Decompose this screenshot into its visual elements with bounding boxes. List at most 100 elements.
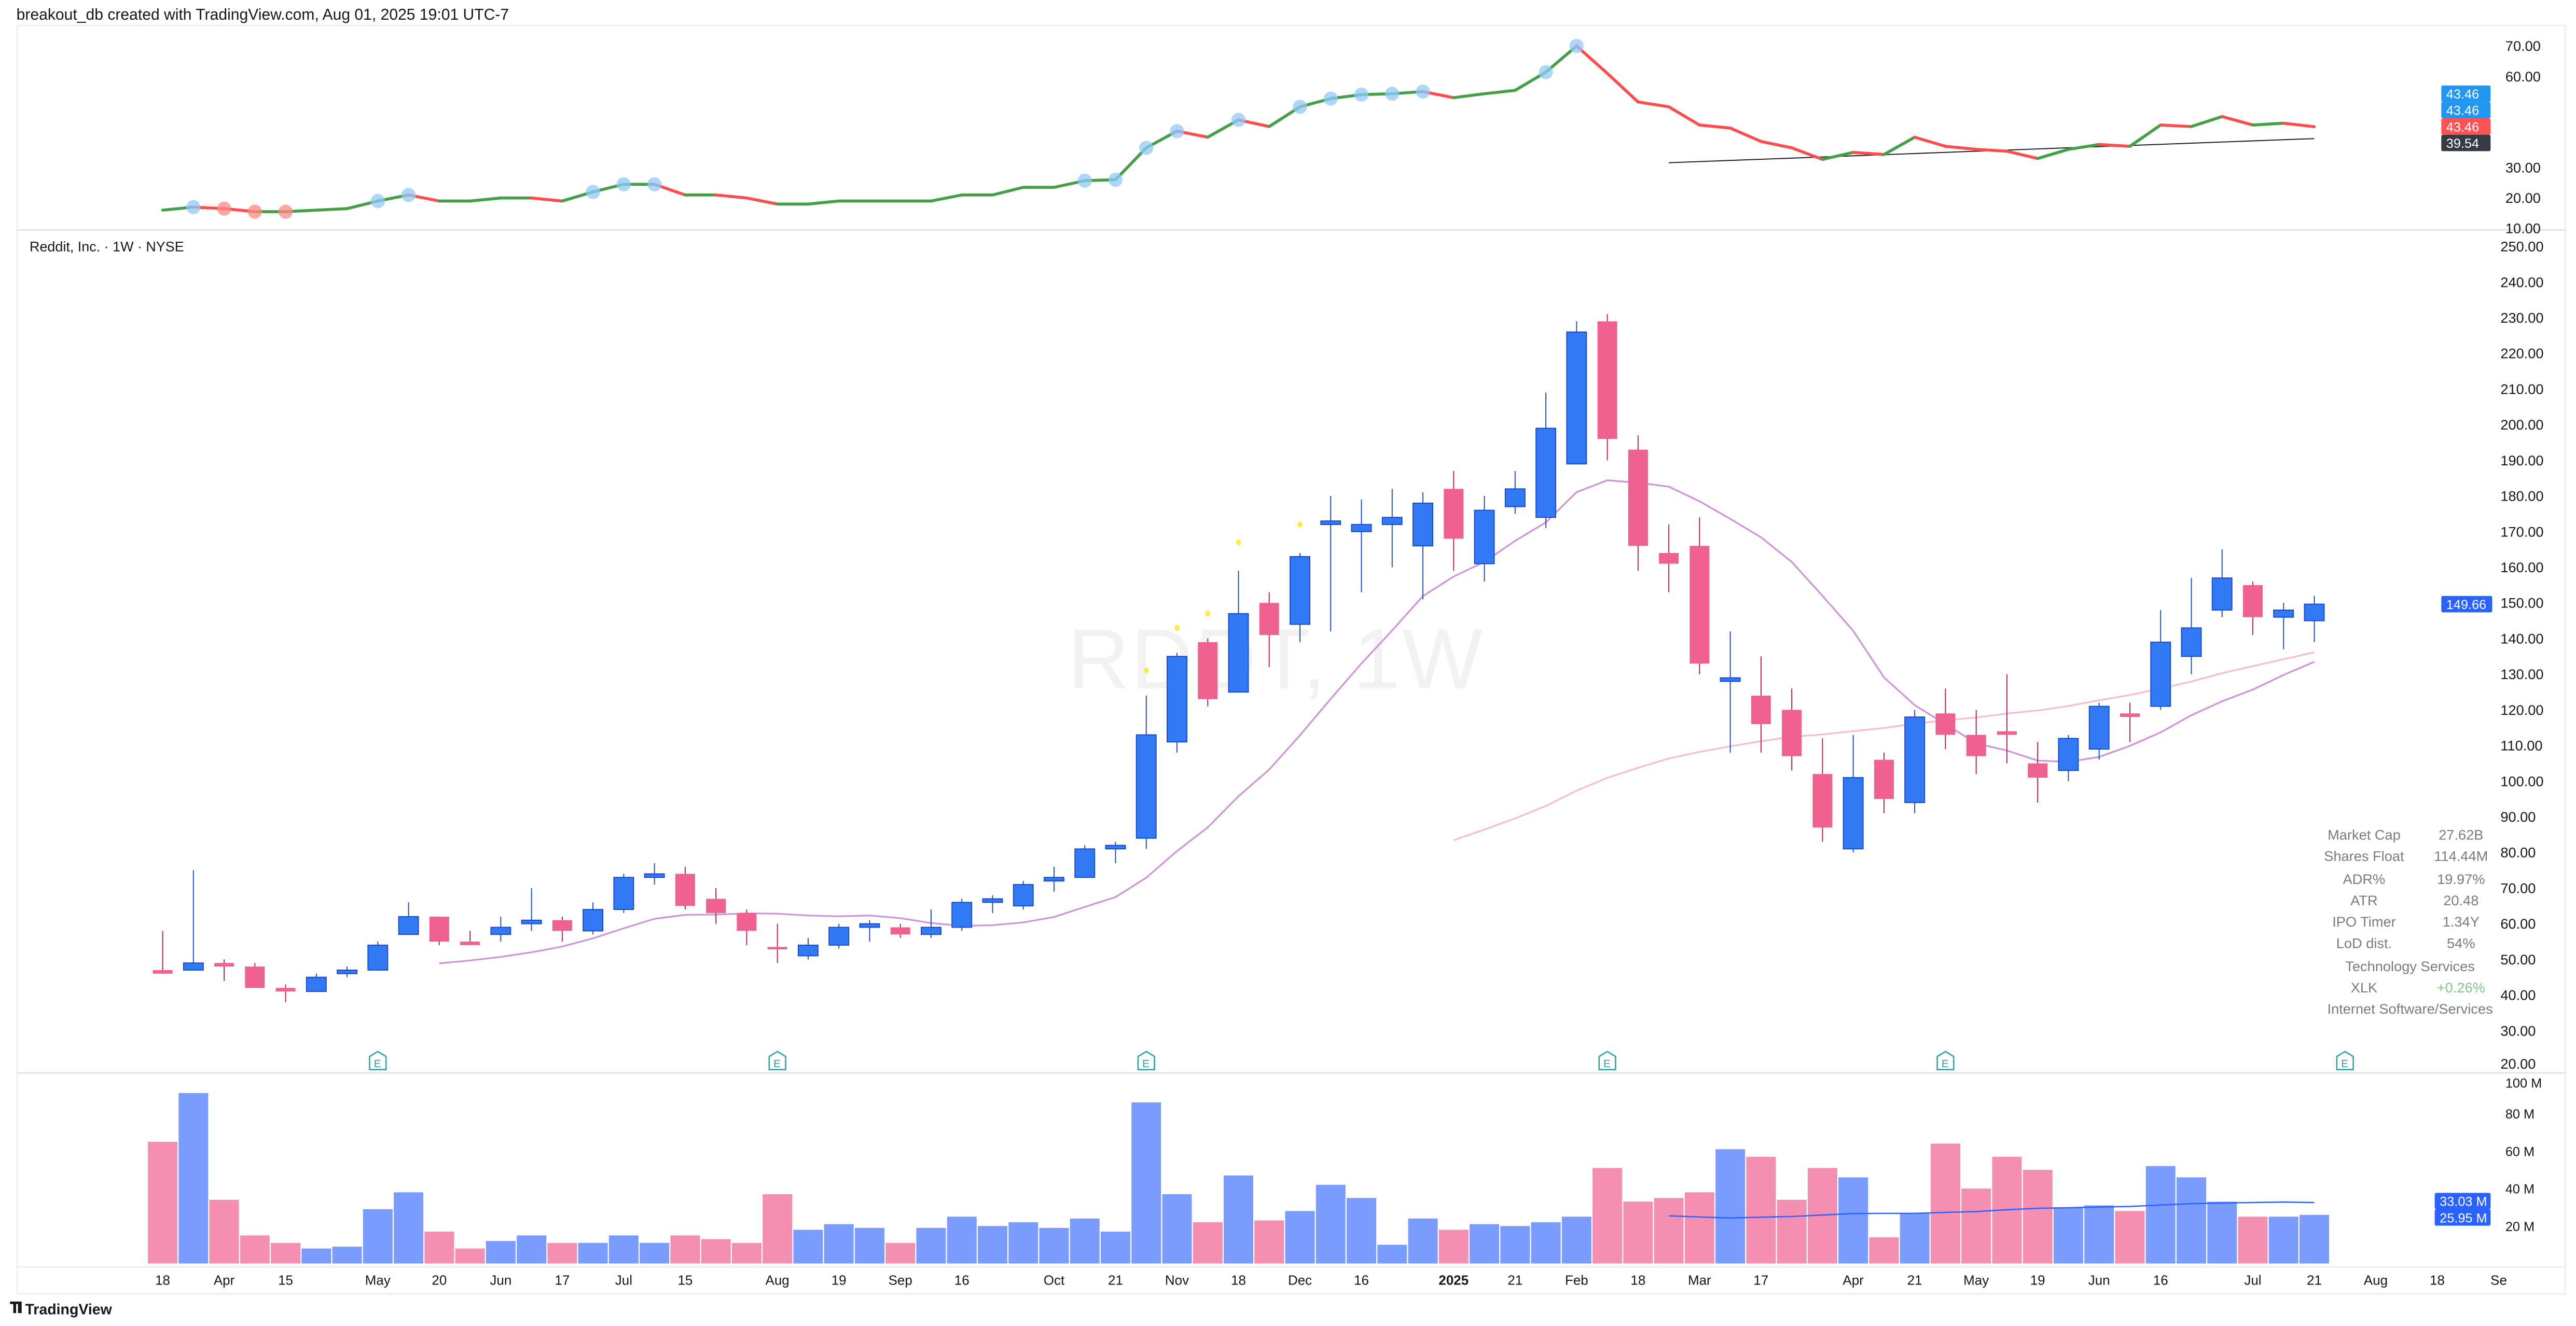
- rs-line-segment: [1698, 123, 1732, 130]
- candle-body: [1966, 735, 1986, 756]
- volume-bar: [1654, 1198, 1684, 1264]
- rs-line-segment: [1882, 135, 1917, 156]
- candle-body: [1535, 427, 1557, 518]
- candle-body: [1782, 710, 1802, 756]
- candle: [153, 931, 173, 974]
- volume-bar: [2176, 1177, 2206, 1264]
- volume-axis-tick-label: 80 M: [2505, 1107, 2535, 1122]
- candle: [675, 866, 695, 910]
- candle: [2242, 581, 2263, 636]
- candle-body: [552, 920, 572, 931]
- candle-body: [737, 913, 757, 931]
- candle-body: [1381, 517, 1403, 525]
- volume-bar: [424, 1232, 454, 1264]
- candle: [429, 916, 449, 945]
- top-axis-tick-label: 10.00: [2505, 220, 2541, 237]
- stat-label: IPO Timer: [2332, 914, 2396, 931]
- footer-brand[interactable]: 𝐓❙ TradingView: [10, 1300, 112, 1318]
- volume-bar: [578, 1242, 608, 1264]
- volume-value-label: 25.95 M: [2440, 1211, 2487, 1225]
- rs-line-segment: [1452, 92, 1486, 100]
- earnings-marker-label: E: [374, 1058, 381, 1070]
- stat-row-adr: ADR% 19.97%: [2313, 868, 2507, 890]
- price-axis-tick-label: 140.00: [2500, 630, 2543, 646]
- rs-line-segment: [1913, 135, 1947, 148]
- candle: [1444, 471, 1464, 571]
- candle: [1320, 496, 1341, 632]
- candle-body: [1874, 759, 1894, 799]
- candle-body: [1597, 321, 1617, 439]
- stats-table: Market Cap 27.62B Shares Float 114.44M ADR…: [2313, 825, 2507, 1021]
- candle: [2088, 702, 2110, 760]
- time-axis-tick-label: Oct: [1044, 1273, 1065, 1288]
- candle-body: [1474, 509, 1495, 564]
- candle-body: [153, 970, 173, 974]
- time-axis-tick-label: 20: [432, 1273, 447, 1288]
- volume-bar: [731, 1242, 761, 1264]
- price-axis-tick-label: 160.00: [2500, 559, 2543, 575]
- candle: [583, 902, 604, 935]
- volume-bar: [547, 1242, 577, 1264]
- rs-line-segment: [1728, 127, 1763, 143]
- time-axis-tick-label: 21: [1907, 1273, 1922, 1288]
- volume-bar: [1193, 1222, 1223, 1264]
- stat-label: Market Cap: [2328, 826, 2401, 843]
- price-axis-tick-label: 100.00: [2500, 773, 2543, 789]
- signal-dot: [1205, 611, 1211, 617]
- candle: [1290, 553, 1310, 642]
- etf-change: +0.26%: [2436, 979, 2485, 996]
- volume-bar: [1500, 1226, 1530, 1264]
- candle-body: [2181, 627, 2202, 657]
- top-axis-tick-label: 60.00: [2505, 68, 2541, 85]
- volume-label-bg: [2434, 1193, 2491, 1209]
- signal-dot: [1143, 668, 1149, 674]
- rs-line-segment: [1605, 72, 1640, 104]
- time-axis-tick-label: 16: [954, 1273, 970, 1288]
- rs-line-segment: [991, 186, 1025, 197]
- rs-line-segment: [2097, 143, 2131, 148]
- price-axis-tick-label: 200.00: [2500, 417, 2543, 433]
- time-axis-tick-label: 18: [1231, 1273, 1246, 1288]
- price-axis-tick-label: 30.00: [2500, 1023, 2536, 1039]
- candle: [2150, 610, 2171, 710]
- earnings-marker-label: E: [1942, 1058, 1949, 1070]
- candle: [1628, 435, 1648, 571]
- earnings-marker-label: E: [1142, 1058, 1149, 1070]
- rs-line-segment: [1483, 89, 1517, 95]
- volume-bar: [1623, 1201, 1653, 1264]
- candle-body: [1935, 713, 1956, 735]
- volume-bar: [1900, 1213, 1930, 1264]
- rs-high-marker: [1170, 124, 1184, 139]
- earnings-marker-icon: [1936, 1051, 1955, 1071]
- volume-bar: [640, 1242, 670, 1264]
- time-axis-tick-label: 15: [278, 1273, 293, 1288]
- candle-body: [613, 877, 634, 910]
- candle-body: [337, 969, 358, 974]
- earnings-marker-icon: [1137, 1051, 1155, 1071]
- volume-bar: [608, 1235, 639, 1264]
- rs-line-segment: [530, 196, 564, 203]
- candle: [521, 888, 542, 931]
- rs-high-marker: [1139, 141, 1154, 155]
- time-axis-tick-label: Feb: [1565, 1273, 1588, 1288]
- rs-high-marker: [1354, 87, 1369, 102]
- earnings-marker-label: E: [773, 1058, 781, 1070]
- candle: [1074, 845, 1096, 878]
- price-axis-tick-label: 170.00: [2500, 523, 2543, 540]
- candle: [306, 973, 327, 992]
- price-axis-tick-label: 80.00: [2500, 845, 2536, 861]
- candle-body: [1997, 731, 2017, 735]
- stat-value: 114.44M: [2434, 848, 2488, 865]
- time-axis-tick-label: May: [1963, 1273, 1989, 1288]
- price-axis-tick-label: 230.00: [2500, 310, 2543, 326]
- time-axis-tick-label: Aug: [2364, 1273, 2388, 1288]
- candle-body: [1259, 603, 1279, 636]
- candle: [460, 931, 480, 945]
- volume-bar: [2115, 1211, 2145, 1264]
- time-axis-tick-label: 19: [832, 1273, 847, 1288]
- volume-bar: [178, 1093, 209, 1264]
- candle-body: [2242, 585, 2263, 617]
- candle-body: [1628, 449, 1648, 546]
- volume-average-line: [1669, 1201, 2315, 1219]
